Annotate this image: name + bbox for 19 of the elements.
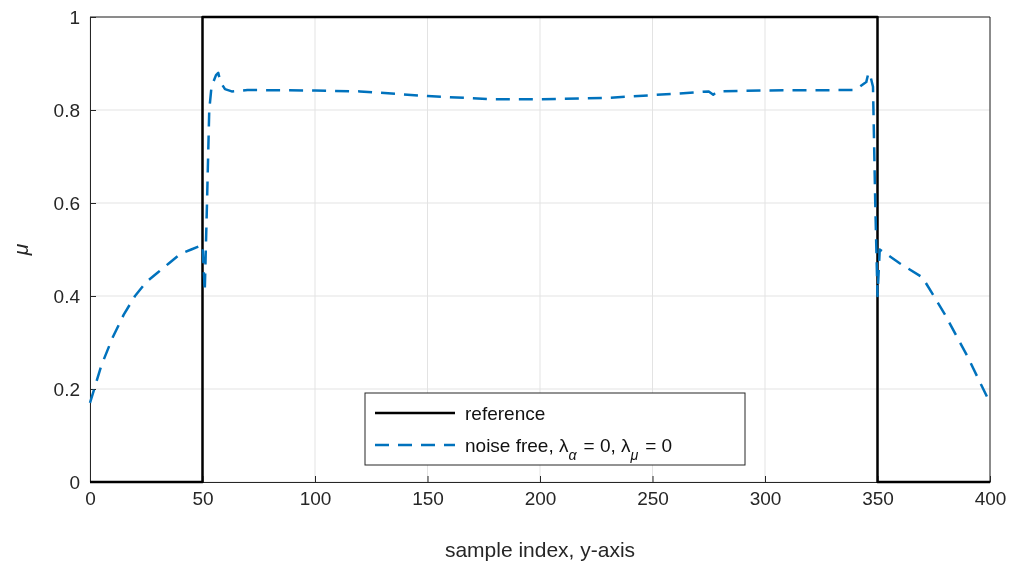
x-tick-label: 0: [85, 488, 96, 510]
x-tick-label: 200: [524, 488, 557, 510]
y-tick-label: 0.6: [53, 192, 80, 214]
legend-label: noise free, λ$_{α}$ = 0, λ$_{μ}$ = 0: [465, 435, 673, 463]
x-tick-label: 250: [637, 488, 669, 510]
y-axis-title: μ: [9, 243, 32, 257]
x-tick-label: 50: [192, 488, 214, 510]
y-tick-label: 1: [69, 6, 80, 28]
x-tick-label: 100: [299, 488, 332, 510]
x-tick-label: 400: [974, 488, 1007, 510]
x-tick-label: 300: [749, 488, 782, 510]
x-tick-label: 150: [412, 488, 444, 510]
y-tick-label: 0.2: [53, 378, 80, 400]
y-tick-label: 0: [69, 471, 80, 493]
y-tick-label: 0.4: [53, 285, 81, 307]
x-tick-label: 350: [862, 488, 894, 510]
x-axis-title: sample index, y-axis: [444, 538, 636, 561]
legend-label: reference: [465, 403, 546, 424]
y-tick-label: 0.8: [53, 99, 80, 121]
